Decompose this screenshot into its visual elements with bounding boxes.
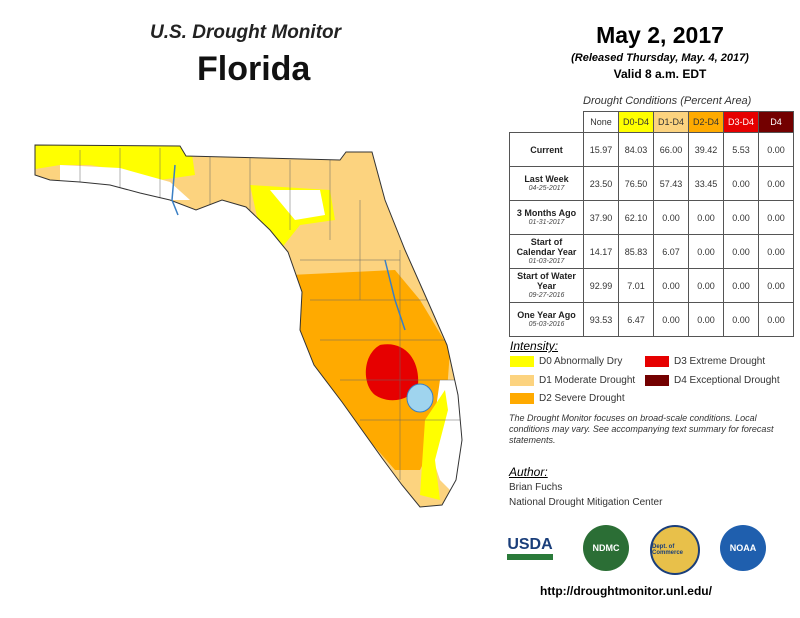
table-cell: 0.00 [758,268,794,303]
title: U.S. Drought Monitor [150,22,342,43]
table-cell: 93.53 [583,302,619,337]
website-url[interactable]: http://droughtmonitor.unl.edu/ [540,584,712,598]
table-cell: 0.00 [723,268,759,303]
release-date: (Released Thursday, May. 4, 2017) [571,52,749,64]
table-cell: 39.42 [688,132,724,167]
ndmc-logo: NDMC [583,525,629,571]
legend-d1: D1 Moderate Drought [510,375,635,386]
disclaimer-note: The Drought Monitor focuses on broad-sca… [509,413,774,445]
legend-d0: D0 Abnormally Dry [510,356,622,367]
col-d1: D1-D4 [653,111,689,133]
rivers [171,164,406,331]
table-cell: 0.00 [758,234,794,269]
author-org: National Drought Mitigation Center [509,497,663,508]
table-cell: 84.03 [618,132,654,167]
table-cell: 0.00 [688,234,724,269]
row-date: 09-27-2016 [528,291,565,299]
table-row: Last Week 04-25-2017 23.50 76.50 57.43 33.45 0… [509,166,794,201]
table-cell: 0.00 [758,302,794,337]
table-cell: 0.00 [723,302,759,337]
table-cell: 15.97 [583,132,619,167]
table-cell: 23.50 [583,166,619,201]
col-d3: D3-D4 [723,111,759,133]
row-date: 01-03-2017 [528,257,565,265]
table-cell: 6.47 [618,302,654,337]
row-date: 01-31-2017 [528,218,565,226]
drought-conditions-table: None D0-D4 D1-D4 D2-D4 D3-D4 D4 Current 1… [509,111,794,337]
row-label: Start of Calendar Year 01-03-2017 [509,234,584,269]
table-cell: 0.00 [723,234,759,269]
table-cell: 0.00 [758,166,794,201]
state-name: Florida [197,50,311,88]
table-cell: 57.43 [653,166,689,201]
table-row: Current 15.97 84.03 66.00 39.42 5.53 0.00 [509,132,794,167]
author-name: Brian Fuchs [509,482,563,493]
table-cell: 62.10 [618,200,654,235]
no-drought-north [270,190,325,220]
col-d2: D2-D4 [688,111,724,133]
row-label: Start of Water Year 09-27-2016 [509,268,584,303]
legend-d4: D4 Exceptional Drought [645,375,780,386]
usda-logo: USDA [507,525,553,571]
d0-area-southeast [420,390,448,500]
lake-okeechobee [406,383,434,413]
table-cell: 0.00 [758,132,794,167]
table-cell: 37.90 [583,200,619,235]
florida-drought-map [34,144,463,508]
county-lines [79,148,460,480]
row-label: 3 Months Ago 01-31-2017 [509,200,584,235]
table-caption: Drought Conditions (Percent Area) [583,95,752,107]
table-row: Start of Water Year 09-27-2016 92.99 7.01 0.… [509,268,794,303]
table-cell: 5.53 [723,132,759,167]
table-cell: 92.99 [583,268,619,303]
d3-area [365,344,419,401]
table-cell: 14.17 [583,234,619,269]
row-label: One Year Ago 05-03-2016 [509,302,584,337]
col-d4: D4 [758,111,794,133]
legend-d3: D3 Extreme Drought [645,356,765,367]
row-date: 05-03-2016 [528,320,565,328]
table-cell: 0.00 [758,200,794,235]
legend-d2: D2 Severe Drought [510,393,625,404]
noaa-logo: NOAA [720,525,766,571]
table-cell: 85.83 [618,234,654,269]
table-cell: 66.00 [653,132,689,167]
table-cell: 33.45 [688,166,724,201]
map-date: May 2, 2017 [596,22,724,48]
row-label: Last Week 04-25-2017 [509,166,584,201]
col-none: None [583,111,619,133]
table-cell: 6.07 [653,234,689,269]
row-label: Current [509,132,584,167]
valid-time: Valid 8 a.m. EDT [613,67,707,81]
table-cell: 0.00 [653,302,689,337]
table-cell: 0.00 [723,200,759,235]
table-cell: 76.50 [618,166,654,201]
table-cell: 0.00 [688,268,724,303]
table-cell: 7.01 [618,268,654,303]
commerce-seal-logo: Dept. of Commerce [650,525,700,575]
table-row: 3 Months Ago 01-31-2017 37.90 62.10 0.00 0.00… [509,200,794,235]
table-cell: 0.00 [653,200,689,235]
table-row: One Year Ago 05-03-2016 93.53 6.47 0.00 0.00 0… [509,302,794,337]
table-cell: 0.00 [688,302,724,337]
col-d0: D0-D4 [618,111,654,133]
table-row: Start of Calendar Year 01-03-2017 14.17 85.… [509,234,794,269]
table-cell: 0.00 [653,268,689,303]
table-cell: 0.00 [688,200,724,235]
legend-title: Intensity: [510,339,559,353]
d0-area-panhandle [35,145,195,180]
row-date: 04-25-2017 [528,184,565,192]
author-title: Author: [509,465,548,479]
table-cell: 0.00 [723,166,759,201]
